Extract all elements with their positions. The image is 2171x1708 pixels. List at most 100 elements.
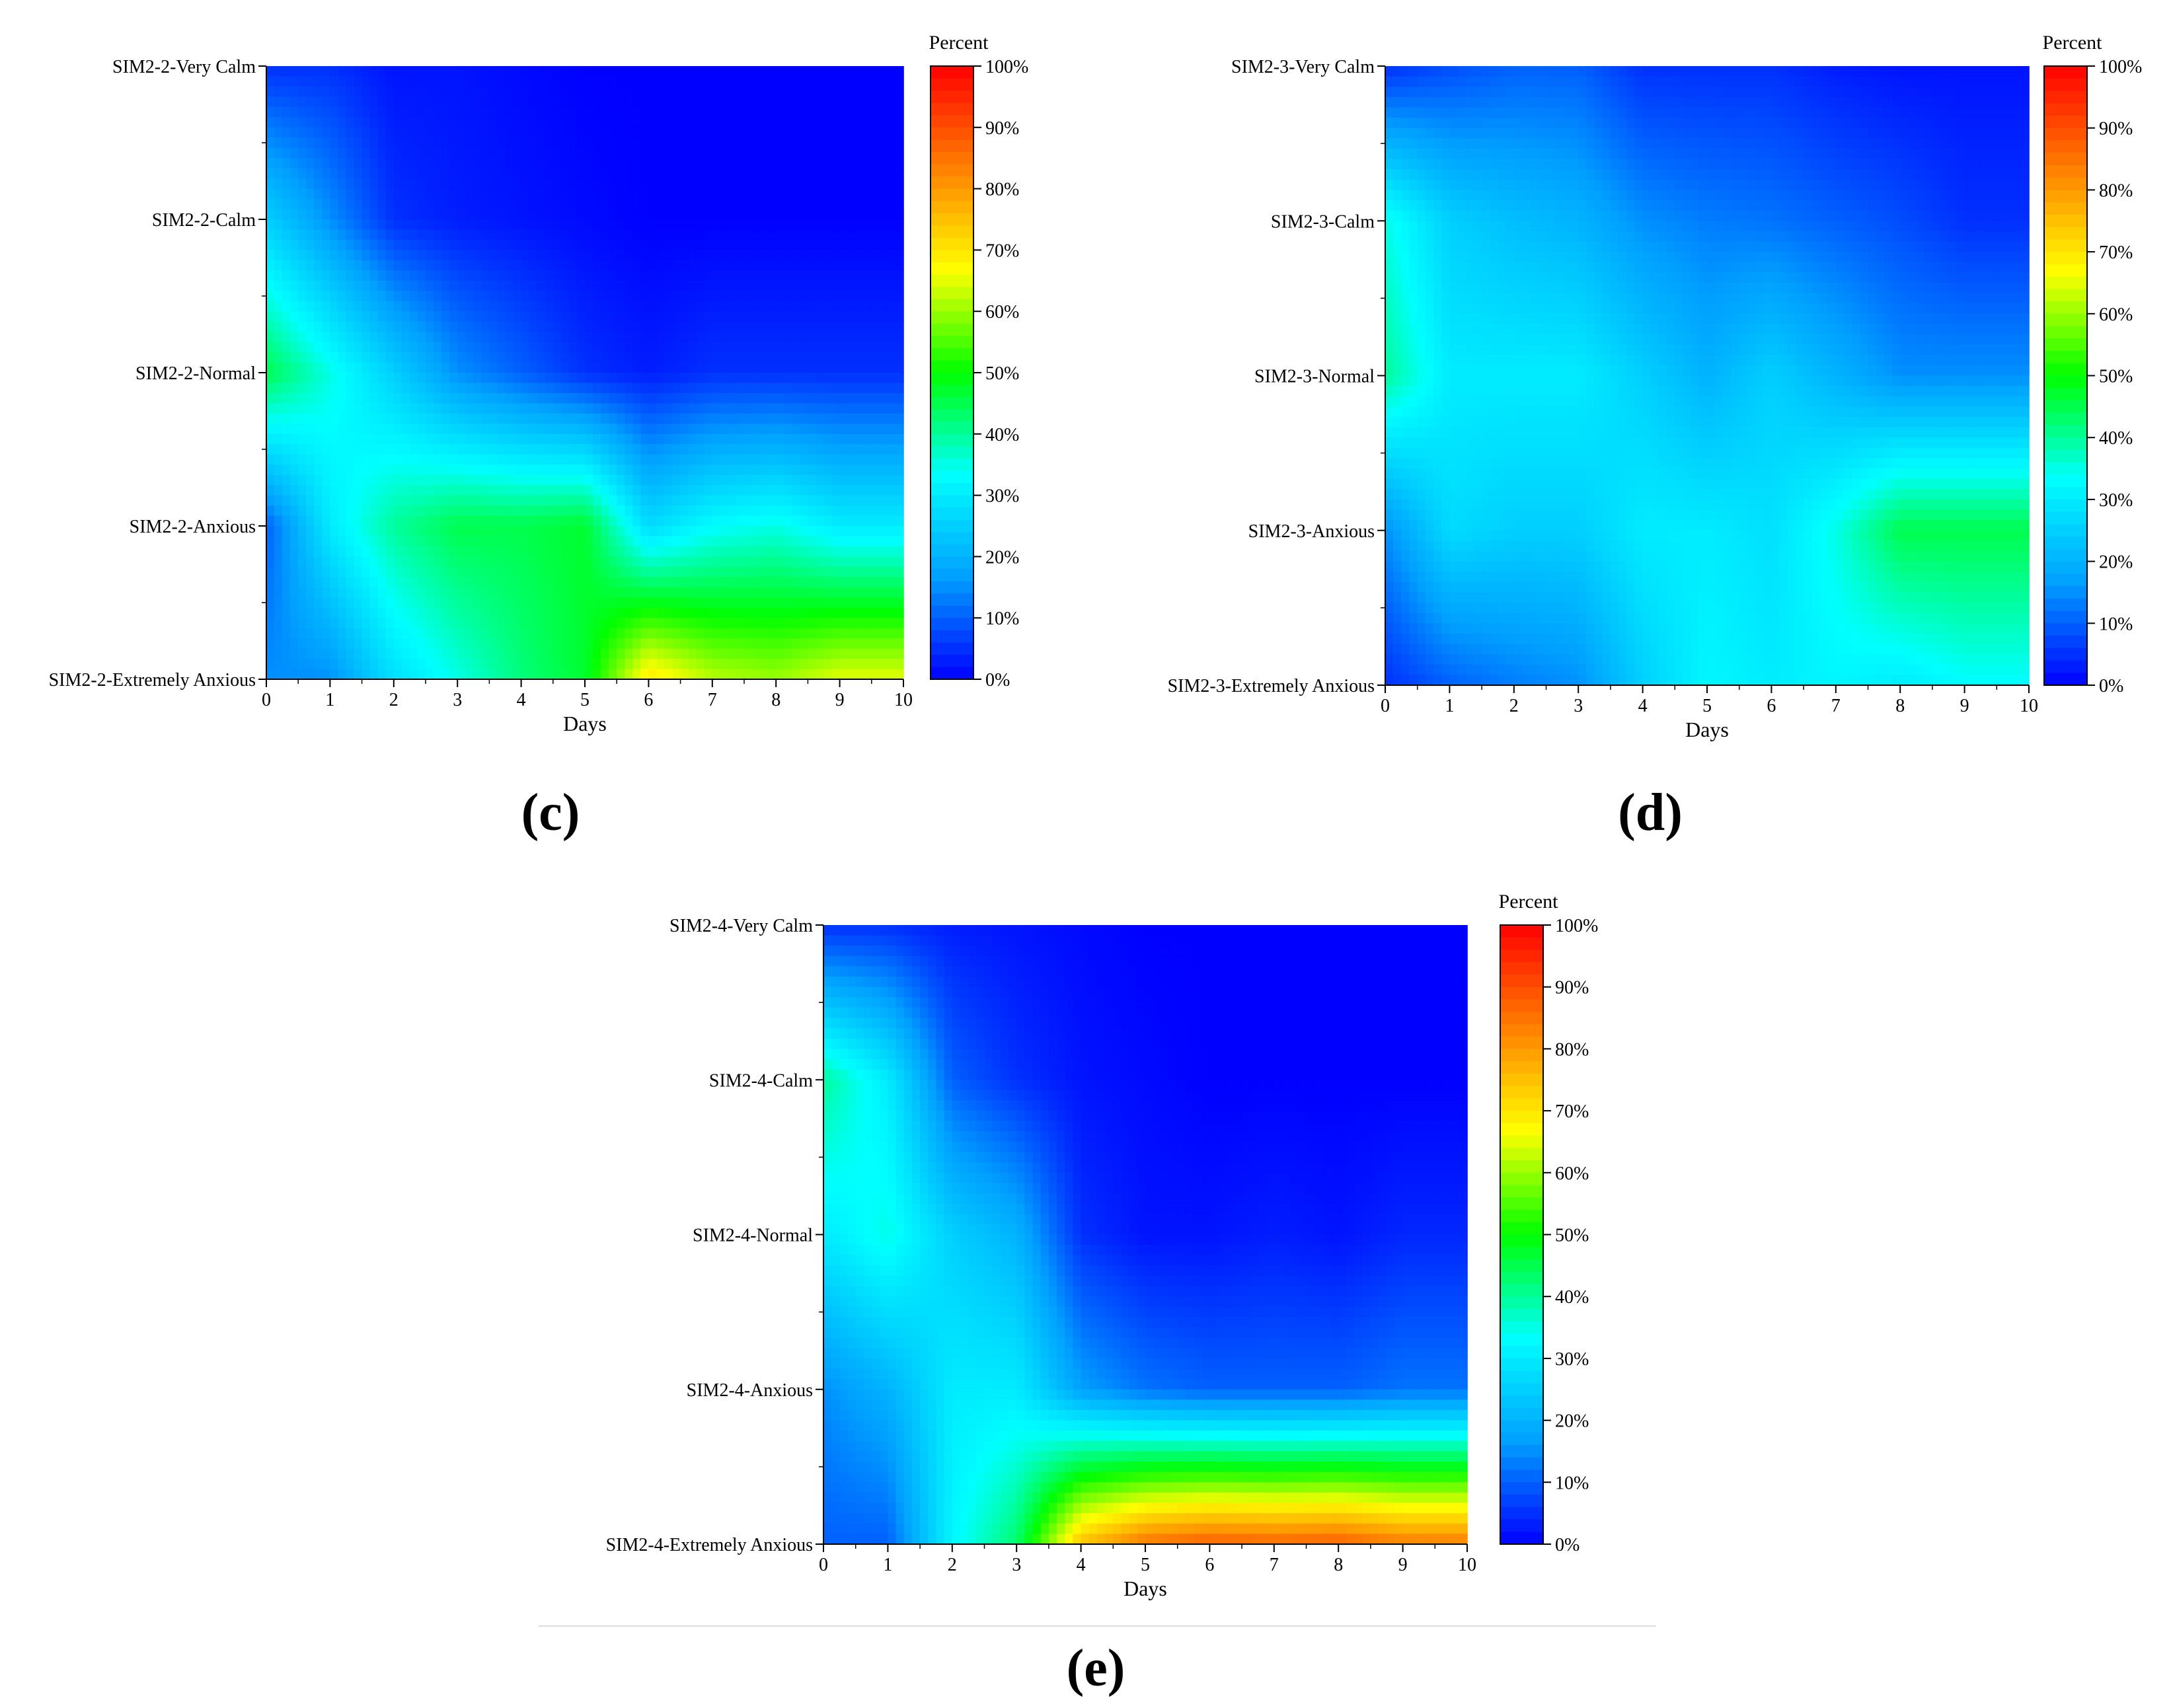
heatmap-cell: [473, 239, 482, 251]
heatmap-cell: [290, 546, 299, 558]
heatmap-cell: [314, 597, 323, 609]
heatmap-cell: [736, 464, 745, 476]
heatmap-cell: [871, 147, 880, 159]
heatmap-cell: [393, 669, 402, 680]
heatmap-cell: [871, 362, 880, 373]
heatmap-cell: [274, 464, 283, 476]
heatmap-cell: [712, 546, 721, 558]
heatmap-cell: [568, 648, 578, 659]
heatmap-cell: [417, 362, 426, 373]
heatmap-cell: [552, 117, 562, 128]
heatmap-cell: [274, 638, 283, 650]
heatmap-cell: [537, 311, 546, 322]
heatmap-cell: [744, 669, 753, 680]
heatmap-cell: [354, 444, 363, 455]
heatmap-cell: [847, 464, 857, 476]
heatmap-cell: [680, 433, 689, 445]
heatmap-cell: [306, 291, 315, 302]
heatmap-cell: [712, 209, 721, 220]
heatmap-cell: [330, 188, 339, 200]
heatmap-cell: [784, 127, 793, 139]
heatmap-cell: [656, 86, 666, 98]
heatmap-cell: [354, 117, 363, 128]
heatmap-cell: [768, 250, 777, 261]
heatmap-cell: [290, 168, 299, 179]
heatmap-cell: [568, 260, 578, 272]
heatmap-cell: [441, 373, 450, 384]
heatmap-cell: [784, 577, 793, 588]
heatmap-cell: [585, 526, 593, 537]
heatmap-cell: [568, 239, 578, 251]
heatmap-cell: [656, 597, 666, 609]
heatmap-cell: [362, 454, 371, 465]
heatmap-cell: [823, 413, 833, 425]
heatmap-cell: [346, 362, 355, 373]
heatmap-cell: [855, 546, 864, 558]
heatmap-cell: [728, 607, 737, 618]
heatmap-cell: [393, 362, 402, 373]
heatmap-cell: [728, 392, 737, 404]
heatmap-cell: [362, 464, 371, 476]
heatmap-cell: [354, 270, 363, 281]
heatmap-cell: [545, 444, 554, 455]
heatmap-cell: [839, 280, 849, 292]
heatmap-cell: [784, 607, 793, 618]
heatmap-cell: [1385, 210, 1394, 222]
heatmap-cell: [401, 260, 410, 272]
heatmap-cell: [497, 515, 506, 527]
heatmap-cell: [282, 638, 291, 650]
heatmap-cell: [346, 628, 355, 639]
heatmap-cell: [704, 280, 713, 292]
heatmap-cell: [704, 485, 713, 496]
heatmap-cell: [696, 392, 705, 404]
heatmap-cell: [792, 250, 801, 261]
heatmap-cell: [537, 566, 546, 578]
heatmap-cell: [330, 546, 339, 558]
heatmap-cell: [481, 424, 490, 435]
heatmap-cell: [648, 270, 658, 281]
heatmap-cell: [632, 648, 642, 659]
colorbar-band: [931, 458, 973, 472]
heatmap-cell: [593, 464, 601, 476]
heatmap-cell: [609, 515, 617, 527]
heatmap-cell: [552, 280, 562, 292]
heatmap-cell: [760, 66, 769, 77]
heatmap-cell: [696, 505, 705, 517]
heatmap-cell: [481, 485, 490, 496]
heatmap-cell: [640, 229, 650, 241]
heatmap-cell: [266, 239, 275, 251]
heatmap-cell: [489, 556, 498, 568]
heatmap-cell: [377, 607, 387, 618]
heatmap-cell: [768, 178, 777, 190]
heatmap-cell: [409, 188, 418, 200]
heatmap-cell: [839, 260, 849, 272]
heatmap-cell: [441, 485, 450, 496]
heatmap-cell: [640, 117, 650, 128]
heatmap-cell: [776, 628, 785, 639]
heatmap-cell: [625, 505, 634, 517]
heatmap-cell: [457, 137, 467, 149]
heatmap-cell: [847, 137, 857, 149]
heatmap-cell: [282, 311, 291, 322]
heatmap-cell: [768, 392, 777, 404]
heatmap-cell: [306, 199, 315, 210]
heatmap-cell: [800, 352, 809, 363]
heatmap-cell: [505, 515, 514, 527]
heatmap-cell: [831, 188, 841, 200]
heatmap-cell: [823, 648, 833, 659]
heatmap-cell: [537, 137, 546, 149]
heatmap-cell: [808, 485, 817, 496]
heatmap-cell: [640, 86, 650, 98]
heatmap-cell: [831, 106, 841, 118]
heatmap-cell: [728, 291, 737, 302]
heatmap-cell: [831, 515, 841, 527]
heatmap-cell: [871, 454, 880, 465]
heatmap-cell: [298, 464, 307, 476]
heatmap-cell: [513, 260, 522, 272]
heatmap-cell: [545, 546, 554, 558]
heatmap-cell: [369, 188, 379, 200]
heatmap-cell: [401, 199, 410, 210]
heatmap-cell: [354, 669, 363, 680]
heatmap-cell: [640, 311, 650, 322]
heatmap-cell: [728, 464, 737, 476]
